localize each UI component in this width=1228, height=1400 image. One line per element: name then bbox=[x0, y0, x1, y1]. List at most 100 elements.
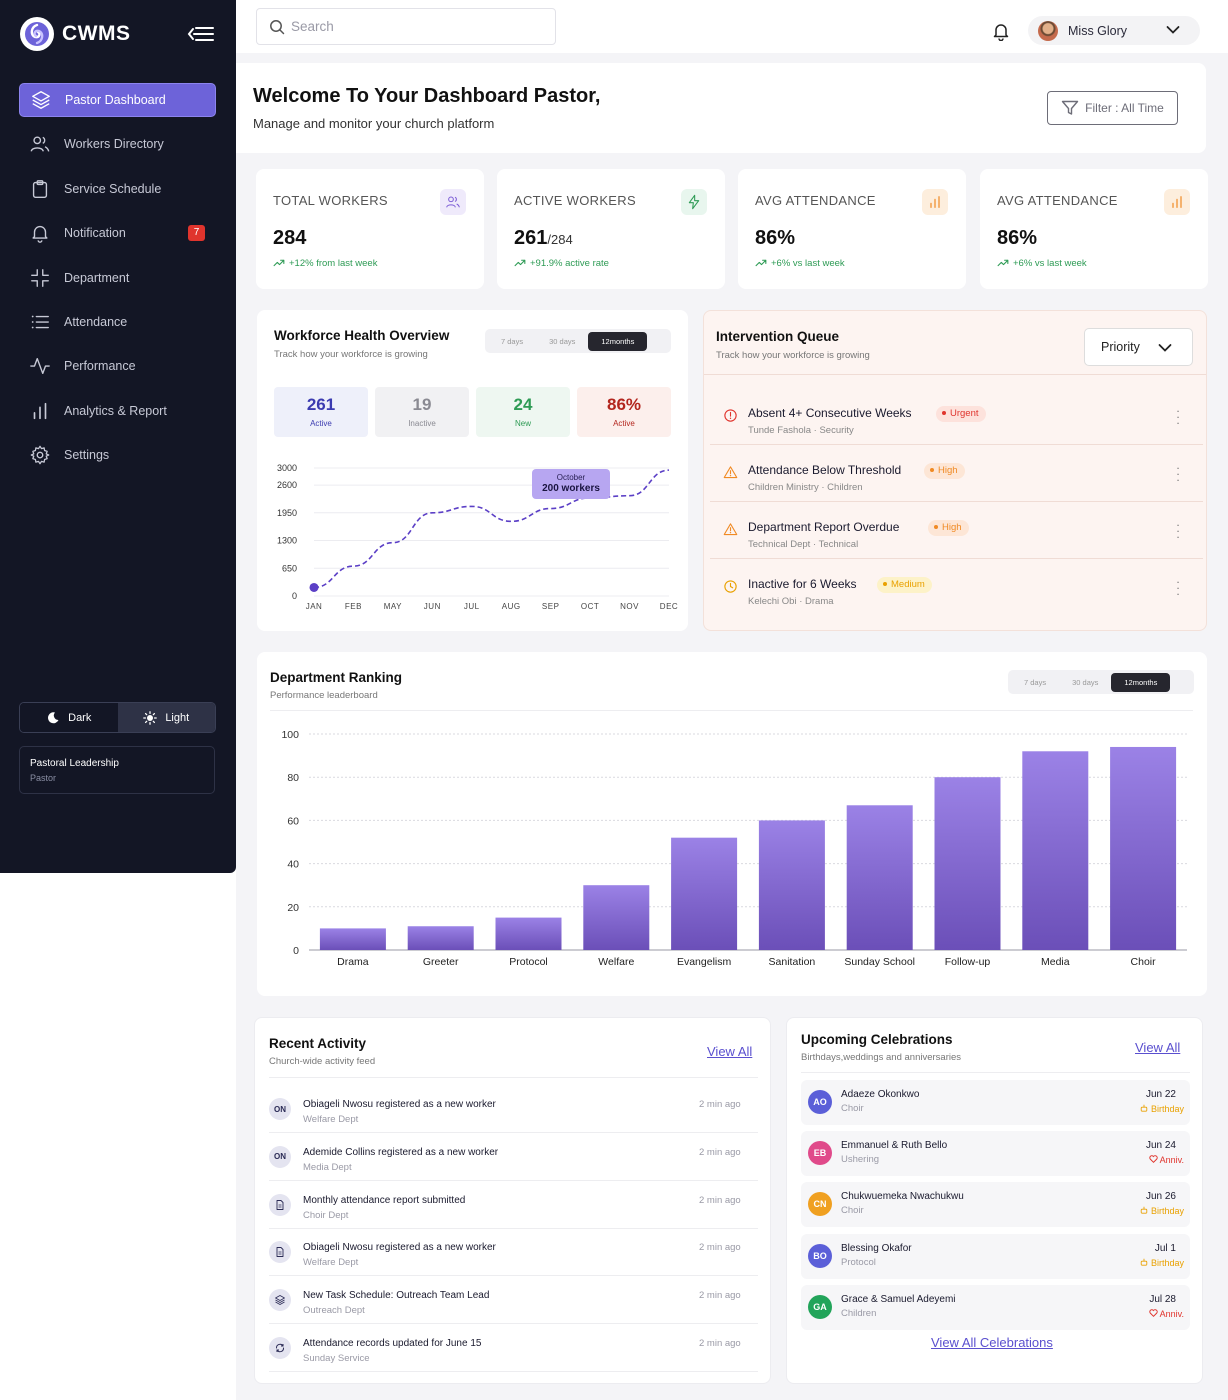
activity-row[interactable]: Obiageli Nwosu registered as a new worke… bbox=[269, 1228, 758, 1277]
notification-bell-icon[interactable] bbox=[991, 21, 1011, 42]
activity-time: 2 min ago bbox=[699, 1194, 741, 1206]
celebration-date: Jun 24 bbox=[1145, 1140, 1176, 1152]
sidebar-item-attendance[interactable]: Attendance bbox=[19, 305, 216, 339]
sidebar-item-label: Pastor Dashboard bbox=[65, 93, 166, 107]
celebration-row[interactable]: GA Grace & Samuel Adeyemi Children Jul 2… bbox=[801, 1284, 1190, 1330]
bar-sanitation[interactable] bbox=[758, 820, 825, 950]
tab-30-days[interactable]: 30 days bbox=[1072, 677, 1099, 687]
bar-drama[interactable] bbox=[319, 928, 386, 950]
queue-item-subtitle: Tunde Fashola · Security bbox=[748, 425, 854, 436]
sidebar-item-workers-directory[interactable]: Workers Directory bbox=[19, 127, 216, 161]
refresh-icon bbox=[276, 1343, 284, 1353]
sidebar-item-analytics-report[interactable]: Analytics & Report bbox=[19, 394, 216, 428]
tab-12months[interactable]: 12months bbox=[588, 331, 648, 351]
stat-trend: +91.9% active rate bbox=[514, 257, 609, 270]
theme-toggle[interactable]: Dark Light bbox=[19, 702, 216, 733]
activity-row[interactable]: Attendance records updated for June 15 S… bbox=[269, 1324, 758, 1372]
stat-number: 86% bbox=[755, 227, 796, 249]
sidebar-item-department[interactable]: Department bbox=[19, 261, 216, 295]
celebrations-view-all-link[interactable]: View All bbox=[1135, 1040, 1181, 1055]
celebrations-card: Upcoming Celebrations Birthdays,weddings… bbox=[786, 1017, 1203, 1384]
filter-button[interactable]: Filter : All Time bbox=[1047, 91, 1178, 125]
sidebar-item-performance[interactable]: Performance bbox=[19, 349, 216, 383]
stat-title: ACTIVE WORKERS bbox=[514, 193, 636, 208]
celebration-row[interactable]: EB Emmanuel & Ruth Bello Ushering Jun 24… bbox=[801, 1131, 1190, 1177]
activity-subtitle: Welfare Dept bbox=[303, 1257, 359, 1269]
activity-row[interactable]: ON Ademide Collins registered as a new w… bbox=[269, 1133, 758, 1181]
stat-value: 284 bbox=[273, 227, 306, 250]
activity-time: 2 min ago bbox=[699, 1290, 741, 1302]
theme-dark-option[interactable]: Dark bbox=[20, 703, 118, 732]
activity-row[interactable]: ON Obiageli Nwosu registered as a new wo… bbox=[269, 1085, 758, 1133]
activity-time: 2 min ago bbox=[699, 1242, 741, 1254]
sidebar-icon-wrap bbox=[28, 132, 52, 156]
more-options-icon[interactable]: ... bbox=[1176, 515, 1180, 541]
celebration-row[interactable]: CN Chukwuemeka Nwachukwu Choir Jun 26 Bi… bbox=[801, 1182, 1190, 1228]
stat-trend-text: +6% vs last week bbox=[771, 258, 845, 269]
more-options-icon[interactable]: ... bbox=[1176, 458, 1180, 484]
sidebar-item-pastor-dashboard[interactable]: Pastor Dashboard bbox=[19, 83, 216, 117]
activity-row[interactable]: New Task Schedule: Outreach Team Lead Ou… bbox=[269, 1276, 758, 1325]
collapse-sidebar-icon[interactable] bbox=[186, 22, 216, 46]
bar-protocol[interactable] bbox=[495, 917, 562, 950]
celebration-avatar: CN bbox=[808, 1192, 832, 1217]
search-input[interactable]: Search bbox=[256, 8, 556, 45]
workforce-title: Workforce Health Overview bbox=[274, 328, 450, 343]
activity-time: 2 min ago bbox=[699, 1099, 741, 1110]
ranking-subtitle: Performance leaderboard bbox=[270, 690, 378, 701]
bar-greeter[interactable] bbox=[407, 926, 474, 950]
chevron-down-icon bbox=[1158, 344, 1172, 352]
divider bbox=[704, 374, 1206, 375]
queue-item[interactable]: Inactive for 6 Weeks Kelechi Obi · Drama… bbox=[710, 559, 1203, 616]
bar-evangelism[interactable] bbox=[671, 837, 738, 950]
user-menu[interactable]: Miss Glory bbox=[1028, 16, 1200, 45]
app-logo[interactable]: CWMS bbox=[20, 17, 131, 51]
x-tick-label: Welfare bbox=[598, 956, 634, 968]
queue-item-subtitle: Technical Dept · Technical bbox=[748, 539, 859, 550]
tab-12months[interactable]: 12months bbox=[1111, 672, 1171, 692]
queue-item[interactable]: Attendance Below Threshold Children Mini… bbox=[710, 445, 1203, 502]
more-options-icon[interactable]: ... bbox=[1176, 572, 1180, 598]
activity-title: Obiageli Nwosu registered as a new worke… bbox=[303, 1099, 496, 1110]
activity-row[interactable]: Monthly attendance report submitted Choi… bbox=[269, 1181, 758, 1229]
queue-item-title: Department Report Overdue bbox=[748, 520, 900, 534]
stat-trend-text: +6% vs last week bbox=[1013, 258, 1087, 269]
mini-stat-value: 86% bbox=[606, 395, 642, 414]
tab-7-days[interactable]: 7 days bbox=[501, 336, 524, 346]
more-options-icon[interactable]: ... bbox=[1176, 401, 1180, 427]
priority-dropdown[interactable]: Priority bbox=[1084, 328, 1193, 366]
bar-follow-up[interactable] bbox=[934, 777, 1001, 950]
activity-icon bbox=[30, 358, 50, 375]
mini-stat-label: Active bbox=[310, 419, 332, 428]
bar-choir[interactable] bbox=[1110, 746, 1177, 950]
celebration-row[interactable]: AO Adaeze Okonkwo Choir Jun 22 Birthday bbox=[801, 1080, 1190, 1125]
bar-media[interactable] bbox=[1022, 751, 1089, 950]
sidebar-item-service-schedule[interactable]: Service Schedule bbox=[19, 172, 216, 206]
tab-30-days[interactable]: 30 days bbox=[549, 336, 576, 346]
bar-welfare[interactable] bbox=[583, 885, 650, 950]
celebration-row[interactable]: BO Blessing Okafor Protocol Jul 1 Birthd… bbox=[801, 1233, 1190, 1279]
y-tick-label: 60 bbox=[287, 815, 299, 827]
celebration-type: Birthday bbox=[1140, 1258, 1184, 1268]
bar-sunday-school[interactable] bbox=[846, 805, 913, 950]
queue-item[interactable]: Department Report Overdue Technical Dept… bbox=[710, 502, 1203, 559]
notification-count-badge: 7 bbox=[188, 225, 205, 242]
sidebar-item-notification[interactable]: Notification 7 bbox=[19, 216, 216, 250]
workforce-mini-stat: 24 New bbox=[476, 387, 570, 437]
y-tick-label: 650 bbox=[282, 563, 297, 573]
queue-item[interactable]: Absent 4+ Consecutive Weeks Tunde Fashol… bbox=[710, 388, 1203, 445]
celebration-dept: Choir bbox=[841, 1205, 864, 1217]
sidebar-item-label: Workers Directory bbox=[64, 137, 164, 152]
tab-7-days[interactable]: 7 days bbox=[1024, 677, 1047, 687]
sidebar-item-settings[interactable]: Settings bbox=[19, 438, 216, 472]
role-title: Pastoral Leadership bbox=[30, 758, 119, 769]
trend-up-icon bbox=[755, 259, 767, 267]
queue-item-title: Attendance Below Threshold bbox=[748, 463, 902, 477]
view-all-celebrations-link[interactable]: View All Celebrations bbox=[931, 1335, 1053, 1350]
role-card: Pastoral Leadership Pastor bbox=[19, 746, 215, 794]
activity-view-all-link[interactable]: View All bbox=[707, 1044, 753, 1059]
theme-light-option[interactable]: Light bbox=[117, 703, 215, 732]
x-tick-label: AUG bbox=[502, 602, 521, 611]
welcome-card: Welcome To Your Dashboard Pastor, Manage… bbox=[236, 63, 1206, 153]
sidebar-icon-wrap bbox=[29, 88, 53, 112]
